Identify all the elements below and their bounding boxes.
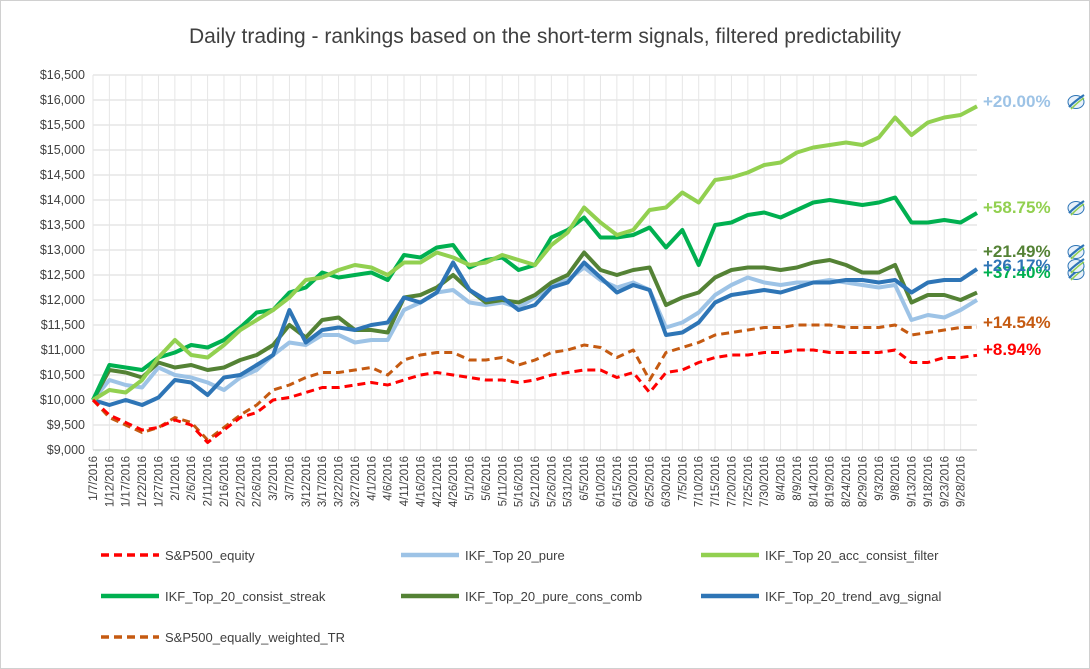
y-tick-label: $13,500 bbox=[40, 218, 85, 232]
x-tick-label: 8/14/2016 bbox=[808, 456, 820, 507]
x-tick-label: 8/9/2016 bbox=[792, 456, 804, 501]
series-line-5 bbox=[92, 260, 979, 407]
x-tick-label: 2/1/2016 bbox=[170, 456, 182, 501]
x-tick-label: 5/16/2016 bbox=[514, 456, 526, 507]
x-tick-label: 5/11/2016 bbox=[497, 456, 509, 506]
series-line-6 bbox=[91, 323, 978, 442]
y-tick-label: $12,000 bbox=[40, 293, 85, 307]
x-tick-label: 7/15/2016 bbox=[710, 456, 722, 507]
y-tick-label: $16,500 bbox=[40, 68, 85, 82]
legend-label: IKF_Top 20_acc_consist_filter bbox=[765, 548, 939, 563]
x-tick-label: 7/10/2016 bbox=[694, 456, 706, 507]
legend-label: S&P500_equally_weighted_TR bbox=[165, 630, 345, 645]
series-line-1 bbox=[91, 265, 979, 402]
x-tick-label: 4/21/2016 bbox=[432, 456, 444, 507]
series-line-0 bbox=[91, 348, 978, 444]
x-tick-label: 8/24/2016 bbox=[841, 456, 853, 507]
x-tick-label: 6/20/2016 bbox=[628, 456, 640, 507]
x-tick-label: 5/21/2016 bbox=[530, 456, 542, 507]
arrow-logo-icon bbox=[1067, 200, 1085, 216]
x-tick-label: 1/22/2016 bbox=[137, 456, 149, 507]
end-value-label: +21.49% bbox=[983, 242, 1051, 261]
x-tick-label: 6/30/2016 bbox=[661, 456, 673, 507]
x-tick-label: 5/1/2016 bbox=[465, 456, 477, 501]
arrow-logo-icon bbox=[1067, 244, 1085, 260]
y-tick-label: $12,500 bbox=[40, 268, 85, 282]
x-tick-label: 9/23/2016 bbox=[939, 456, 951, 507]
x-tick-label: 4/6/2016 bbox=[383, 456, 395, 501]
x-tick-label: 6/5/2016 bbox=[579, 456, 591, 501]
x-tick-label: 9/13/2016 bbox=[907, 456, 919, 507]
x-tick-label: 9/28/2016 bbox=[956, 456, 968, 507]
x-tick-label: 3/7/2016 bbox=[284, 456, 296, 501]
arrow-logo-icon bbox=[1067, 258, 1085, 274]
x-tick-label: 2/6/2016 bbox=[186, 456, 198, 501]
chart-title: Daily trading - rankings based on the sh… bbox=[188, 25, 901, 48]
x-tick-label: 3/12/2016 bbox=[301, 456, 313, 507]
end-value-label: +14.54% bbox=[983, 313, 1051, 332]
x-tick-label: 2/11/2016 bbox=[203, 456, 215, 506]
x-tick-label: 7/25/2016 bbox=[743, 456, 755, 507]
x-tick-label: 1/7/2016 bbox=[88, 456, 100, 501]
end-value-label: +20.00% bbox=[983, 92, 1051, 111]
y-tick-label: $11,500 bbox=[41, 318, 85, 332]
x-tick-label: 4/1/2016 bbox=[366, 456, 378, 501]
x-tick-label: 4/16/2016 bbox=[415, 456, 427, 507]
x-tick-label: 3/27/2016 bbox=[350, 456, 362, 507]
x-tick-label: 2/21/2016 bbox=[235, 456, 247, 507]
x-tick-label: 8/29/2016 bbox=[857, 456, 869, 507]
arrow-logo-icon bbox=[1067, 94, 1085, 110]
y-tick-label: $9,500 bbox=[47, 418, 85, 432]
legend-label: S&P500_equity bbox=[165, 548, 255, 563]
x-tick-label: 2/16/2016 bbox=[219, 456, 231, 507]
y-tick-label: $9,000 bbox=[47, 443, 85, 457]
y-tick-label: $10,000 bbox=[40, 393, 85, 407]
end-value-label: +37.40% bbox=[983, 263, 1051, 282]
x-tick-label: 9/3/2016 bbox=[874, 456, 886, 501]
x-tick-label: 3/17/2016 bbox=[317, 456, 329, 507]
x-tick-label: 6/25/2016 bbox=[645, 456, 657, 507]
x-tick-label: 2/26/2016 bbox=[252, 456, 264, 507]
end-value-label: +8.94% bbox=[983, 340, 1041, 359]
x-tick-label: 1/27/2016 bbox=[153, 456, 165, 507]
x-tick-label: 9/8/2016 bbox=[890, 456, 902, 501]
series-line-4 bbox=[91, 250, 978, 401]
x-tick-label: 7/20/2016 bbox=[726, 456, 738, 507]
y-tick-label: $15,500 bbox=[40, 118, 85, 132]
end-value-label: +58.75% bbox=[983, 198, 1051, 217]
x-tick-label: 5/31/2016 bbox=[563, 456, 575, 507]
x-tick-label: 4/26/2016 bbox=[448, 456, 460, 507]
y-tick-label: $16,000 bbox=[40, 93, 85, 107]
y-tick-label: $11,000 bbox=[41, 343, 85, 357]
y-tick-label: $10,500 bbox=[40, 368, 85, 382]
x-tick-label: 8/4/2016 bbox=[776, 456, 788, 501]
x-tick-label: 1/17/2016 bbox=[121, 456, 133, 507]
x-tick-label: 9/18/2016 bbox=[923, 456, 935, 507]
x-tick-label: 4/11/2016 bbox=[399, 456, 411, 506]
legend-label: IKF_Top_20_consist_streak bbox=[165, 589, 326, 604]
x-tick-label: 6/15/2016 bbox=[612, 456, 624, 507]
x-tick-label: 8/19/2016 bbox=[825, 456, 837, 507]
x-tick-label: 3/22/2016 bbox=[334, 456, 346, 507]
y-tick-label: $13,000 bbox=[40, 243, 85, 257]
legend-label: IKF_Top_20_pure_cons_comb bbox=[465, 589, 642, 604]
x-tick-label: 7/5/2016 bbox=[677, 456, 689, 501]
end-value-label: +26.17% bbox=[983, 256, 1051, 275]
y-tick-label: $14,000 bbox=[40, 193, 85, 207]
y-tick-label: $15,000 bbox=[40, 143, 85, 157]
x-tick-label: 3/2/2016 bbox=[268, 456, 280, 501]
series-line-2 bbox=[91, 104, 978, 402]
y-tick-label: $14,500 bbox=[40, 168, 85, 182]
x-tick-label: 5/26/2016 bbox=[546, 456, 558, 507]
x-tick-label: 6/10/2016 bbox=[595, 456, 607, 507]
x-tick-label: 5/6/2016 bbox=[481, 456, 493, 501]
x-tick-label: 1/12/2016 bbox=[104, 456, 116, 507]
x-tick-label: 7/30/2016 bbox=[759, 456, 771, 507]
legend-label: IKF_Top_20_trend_avg_signal bbox=[765, 589, 941, 604]
legend-label: IKF_Top 20_pure bbox=[465, 548, 565, 563]
